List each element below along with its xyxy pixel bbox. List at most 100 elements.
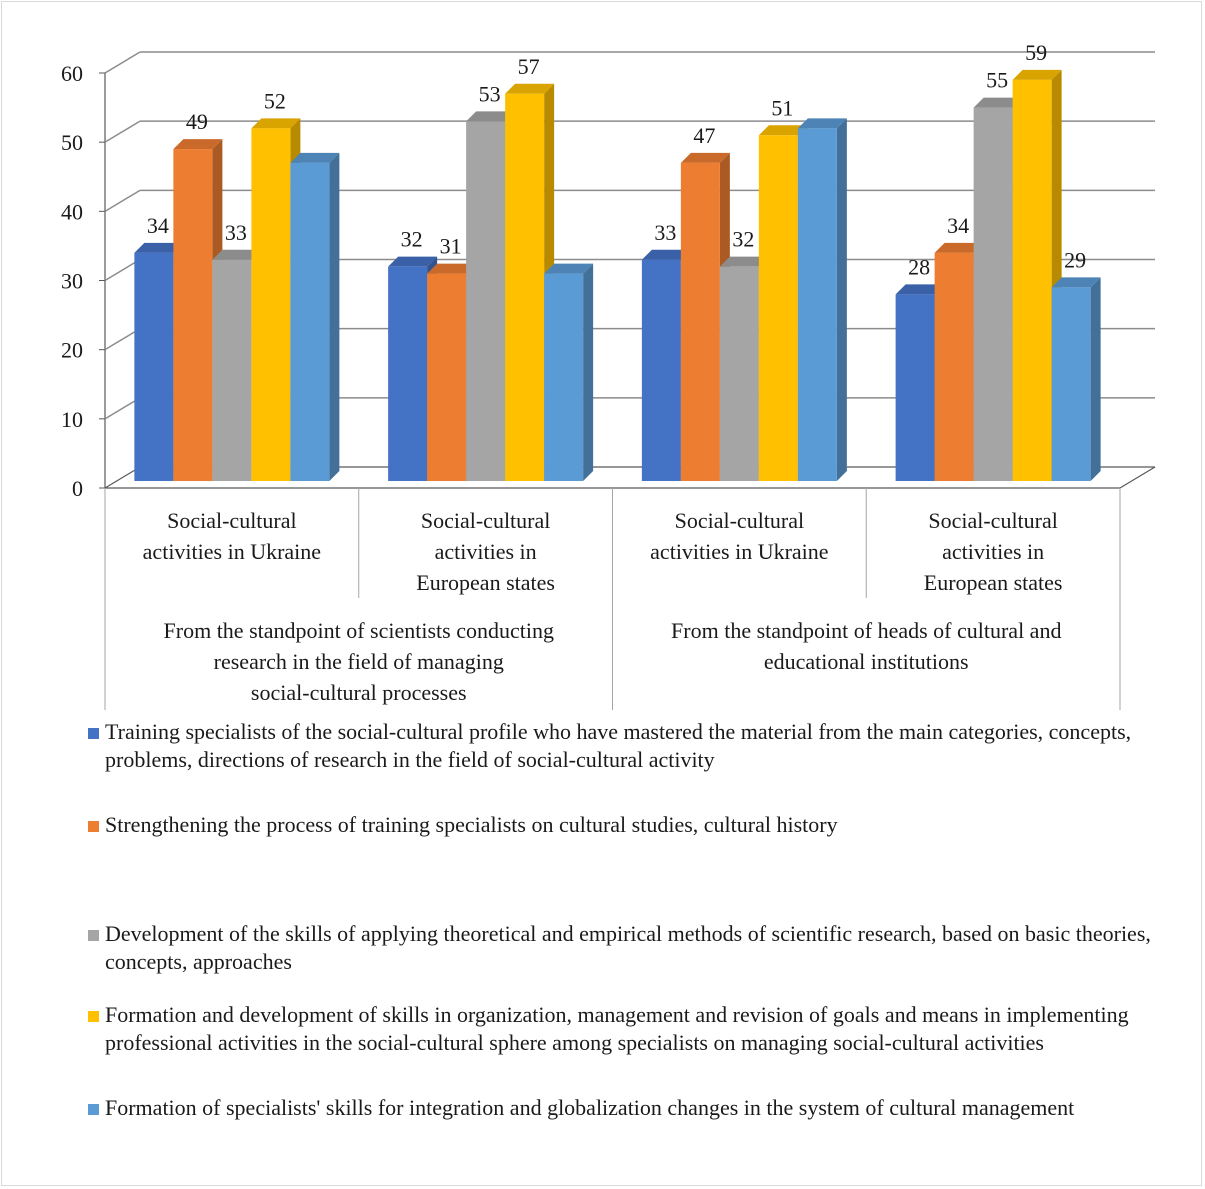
bar-chart: 0 10 20 30 40 50 60 34 49 33 52 32 31 53 57 33 47 32 51 28 3… — [61, 40, 1156, 710]
bar-top — [1051, 277, 1101, 288]
bar-front — [1051, 287, 1091, 481]
bar-top — [758, 125, 808, 136]
legend-label: Strengthening the process of training sp… — [105, 812, 838, 837]
bar-top — [251, 118, 301, 129]
bar-side — [1090, 277, 1101, 481]
bar-top — [388, 256, 438, 267]
data-label: 55 — [986, 68, 1008, 93]
bar-front — [134, 252, 174, 481]
legend-label: Formation and development of skills in o… — [105, 1002, 1129, 1055]
bar-front — [427, 273, 467, 481]
y-tick-label: 0 — [72, 476, 83, 501]
bar-front — [466, 121, 506, 482]
bar — [290, 152, 340, 481]
gridline-diagonal — [104, 189, 141, 212]
bar-top — [212, 249, 262, 260]
axis-floor-left-edge — [104, 466, 141, 489]
bar-top — [544, 263, 594, 274]
bar-side — [583, 263, 594, 481]
legend-item: Formation and development of skills in o… — [88, 1001, 1168, 1057]
data-label: 52 — [264, 88, 286, 113]
legend-swatch — [88, 821, 99, 832]
data-label: 34 — [947, 213, 969, 238]
data-label: 33 — [225, 220, 247, 245]
data-label: 31 — [440, 234, 462, 259]
x-tick-label: Social-cultural activities in European sta… — [924, 508, 1063, 595]
bar-top — [934, 242, 984, 253]
data-label: 29 — [1064, 247, 1086, 272]
bar-front — [973, 107, 1013, 481]
bar-front — [505, 93, 545, 481]
bar-top — [1012, 69, 1062, 80]
data-label: 47 — [693, 123, 715, 148]
legend-item: Strengthening the process of training sp… — [88, 811, 1168, 839]
x-group-label: From the standpoint of heads of cultural… — [671, 618, 1061, 674]
legend-item: Training specialists of the social-cultu… — [88, 718, 1168, 774]
bar — [544, 263, 594, 481]
bar-front — [641, 259, 681, 481]
gridline-diagonal — [104, 120, 141, 143]
legend-swatch — [88, 1011, 99, 1022]
data-label: 51 — [771, 95, 793, 120]
gridline-diagonal — [104, 258, 141, 282]
bar-top — [290, 152, 340, 163]
bar-top — [505, 83, 555, 94]
bar — [797, 118, 847, 482]
bar-front — [934, 252, 974, 481]
y-tick-label: 30 — [61, 269, 83, 294]
bar-front — [212, 259, 252, 481]
bar-top — [680, 152, 730, 163]
gridline-diagonal — [104, 51, 141, 74]
x-tick-label: Social-cultural activities in European sta… — [416, 508, 555, 595]
bar-top — [641, 249, 691, 260]
data-label: 33 — [654, 220, 676, 245]
bar-top — [134, 242, 184, 253]
legend-label: Formation of specialists' skills for int… — [105, 1095, 1075, 1120]
bar-front — [680, 162, 720, 481]
data-label: 34 — [147, 213, 169, 238]
legend-label: Development of the skills of applying th… — [105, 921, 1151, 974]
bar-front — [544, 273, 584, 481]
bar-top — [173, 139, 223, 150]
data-label: 53 — [479, 81, 501, 106]
data-label: 32 — [732, 227, 754, 252]
legend-item: Formation of specialists' skills for int… — [88, 1094, 1168, 1122]
bar-front — [388, 266, 428, 481]
legend-swatch — [88, 728, 99, 739]
bar-front — [251, 128, 291, 482]
bar-top — [427, 263, 477, 274]
bar-front — [797, 128, 837, 482]
x-group-label: From the standpoint of scientists conduc… — [164, 618, 554, 705]
bar-top — [797, 118, 847, 129]
bar-top — [973, 97, 1023, 108]
y-tick-label: 10 — [61, 407, 83, 432]
bar-top — [895, 284, 945, 295]
x-tick-label: Social-cultural activities in Ukraine — [650, 508, 828, 564]
bar — [1051, 277, 1101, 481]
legend-swatch — [88, 1104, 99, 1115]
y-tick-label: 20 — [61, 338, 83, 363]
data-label: 28 — [908, 254, 930, 279]
bar-front — [758, 135, 798, 481]
bar-front — [290, 162, 330, 481]
bar-front — [719, 266, 759, 481]
data-label: 57 — [518, 54, 540, 79]
y-tick-label: 50 — [61, 130, 83, 155]
data-label: 32 — [401, 227, 423, 252]
legend-item: Development of the skills of applying th… — [88, 920, 1168, 976]
axis-floor-right-edge — [1119, 466, 1156, 489]
data-label: 59 — [1025, 40, 1047, 65]
bar-side — [836, 118, 847, 481]
bar-top — [719, 256, 769, 267]
y-tick-label: 40 — [61, 199, 83, 224]
bar-front — [173, 149, 213, 482]
y-tick-label: 60 — [61, 61, 83, 86]
bar-front — [895, 294, 935, 481]
legend-swatch — [88, 930, 99, 941]
bar-side — [329, 152, 340, 481]
data-label: 49 — [186, 109, 208, 134]
gridline-diagonal — [104, 328, 141, 351]
x-tick-label: Social-cultural activities in Ukraine — [143, 508, 321, 564]
gridline-diagonal — [104, 397, 141, 420]
